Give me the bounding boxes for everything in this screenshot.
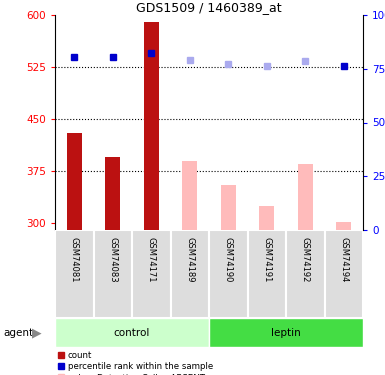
Bar	[325, 230, 363, 318]
Bar	[171, 230, 209, 318]
Bar	[144, 22, 159, 230]
Text: GSM74192: GSM74192	[301, 237, 310, 282]
Bar	[55, 318, 209, 347]
Text: leptin: leptin	[271, 327, 301, 338]
Bar	[221, 185, 236, 230]
Bar	[67, 133, 82, 230]
Bar	[209, 230, 248, 318]
Text: GSM74171: GSM74171	[147, 237, 156, 282]
Bar	[286, 230, 325, 318]
Legend: count, percentile rank within the sample, value, Detection Call = ABSENT, rank, : count, percentile rank within the sample…	[59, 351, 213, 375]
Text: ▶: ▶	[32, 326, 42, 339]
Text: GSM74083: GSM74083	[108, 237, 117, 283]
Text: GSM74191: GSM74191	[262, 237, 271, 282]
Text: GSM74189: GSM74189	[185, 237, 194, 282]
Text: agent: agent	[4, 327, 34, 338]
Bar	[336, 222, 352, 230]
Bar	[55, 230, 94, 318]
Bar	[209, 318, 363, 347]
Text: GSM74081: GSM74081	[70, 237, 79, 282]
Bar	[105, 157, 121, 230]
Text: control: control	[114, 327, 150, 338]
Text: GSM74194: GSM74194	[339, 237, 348, 282]
Bar	[182, 160, 198, 230]
Bar	[248, 230, 286, 318]
Bar	[132, 230, 171, 318]
Bar	[298, 164, 313, 230]
Bar	[259, 206, 275, 230]
Text: GSM74190: GSM74190	[224, 237, 233, 282]
Bar	[94, 230, 132, 318]
Title: GDS1509 / 1460389_at: GDS1509 / 1460389_at	[136, 1, 282, 14]
